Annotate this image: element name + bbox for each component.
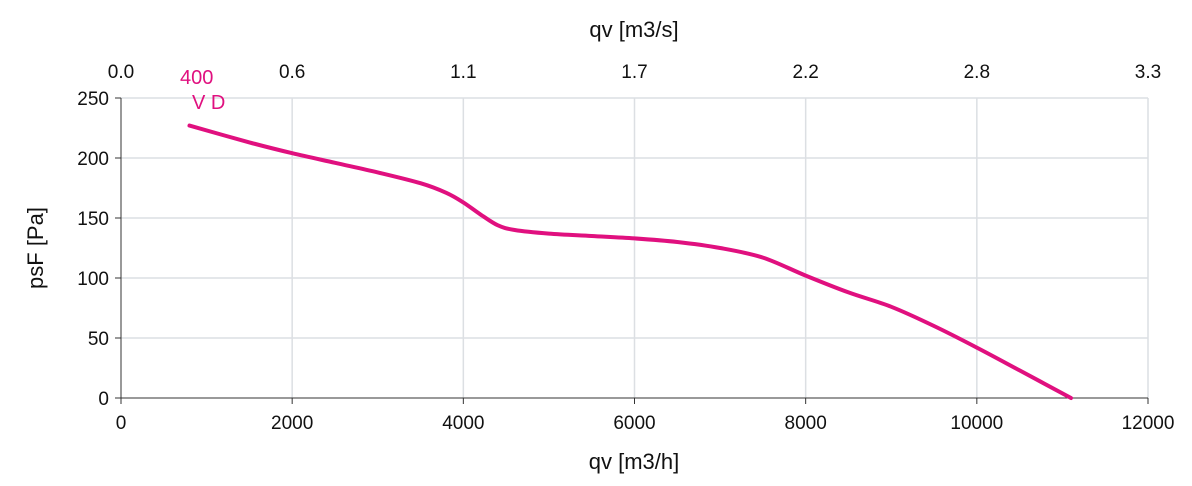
x-tick-label: 12000 [1122,413,1175,434]
axes [115,97,1149,404]
data-point [1018,369,1021,372]
data-point [479,213,482,216]
data-point [761,256,764,259]
grid [121,97,1149,398]
data-point [419,182,422,185]
y-tick-label: 250 [77,89,109,110]
data-point [248,141,251,144]
data-point [1069,397,1072,400]
series-line [187,123,1073,400]
y-tick-label: 150 [77,209,109,230]
series-label-line1: 400 [180,67,213,89]
x-tick-label: 6000 [613,413,655,434]
data-point [804,274,807,277]
x-tick-label: 8000 [785,413,827,434]
y-tick-label: 50 [88,329,109,350]
data-point [333,161,336,164]
x2-tick-label: 2.2 [792,62,818,83]
data-point [547,232,550,235]
x2-tick-label: 0.6 [279,62,305,83]
data-point [291,152,294,155]
series-label-line2: V D [192,92,225,114]
x-tick-label: 4000 [442,413,484,434]
data-point [376,171,379,174]
data-point [513,229,516,232]
x2-tick-label: 2.8 [964,62,990,83]
data-point [590,235,593,238]
data-point [719,247,722,250]
y-tick-label: 100 [77,269,109,290]
x2-axis-title: qv [m3/s] [589,17,678,42]
data-point [496,224,499,227]
x2-tick-label: 0.0 [108,62,134,83]
data-point [462,201,465,204]
series-layer [187,123,1073,400]
y-tick-label: 0 [98,389,109,410]
data-point [847,291,850,294]
x-tick-label: 10000 [950,413,1003,434]
y-axis-title: psF [Pa] [23,207,48,289]
y-tick-label: 200 [77,149,109,170]
x-tick-label: 0 [116,413,127,434]
data-point [676,241,679,244]
data-point [445,191,448,194]
data-point [633,237,636,240]
data-point [188,124,191,127]
x2-tick-label: 1.7 [621,62,647,83]
x2-tick-label: 3.3 [1135,62,1161,83]
x-axis-title: qv [m3/h] [589,449,679,474]
data-point [975,346,978,349]
x-tick-label: 2000 [271,413,313,434]
data-point [890,305,893,308]
data-point [933,325,936,328]
x2-tick-label: 1.1 [450,62,476,83]
